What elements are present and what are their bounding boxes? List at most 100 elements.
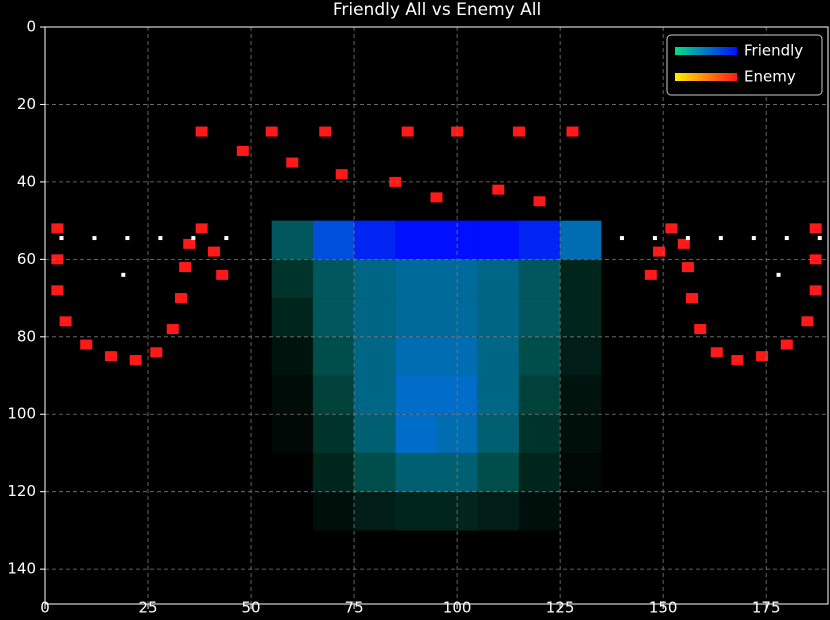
- heat-cell: [271, 375, 313, 415]
- x-tick-label: 175: [752, 599, 781, 617]
- heat-point: [710, 347, 723, 358]
- heat-cell: [271, 220, 313, 260]
- heat-cell: [477, 336, 519, 376]
- heat-point: [319, 126, 332, 137]
- heat-point: [51, 285, 64, 296]
- marker: [158, 236, 163, 241]
- heat-cell: [518, 491, 561, 531]
- heat-point: [756, 351, 769, 362]
- marker: [59, 236, 64, 241]
- heat-point: [166, 324, 179, 335]
- heat-cell: [354, 452, 396, 492]
- heat-point: [286, 157, 299, 168]
- legend-label: Friendly: [744, 42, 803, 60]
- heat-cell: [560, 453, 601, 492]
- heat-cell: [560, 414, 602, 453]
- chart-title: Friendly All vs Enemy All: [333, 0, 541, 20]
- heat-cell: [271, 298, 313, 337]
- x-tick-label: 75: [345, 599, 364, 617]
- heat-point: [59, 316, 72, 327]
- heat-cell: [395, 298, 437, 337]
- marker: [685, 236, 690, 241]
- heat-cell: [395, 375, 437, 415]
- marker: [619, 236, 624, 241]
- heat-point: [653, 246, 666, 257]
- heat-point: [150, 347, 163, 358]
- heat-cell: [518, 298, 561, 337]
- heat-point: [780, 339, 793, 350]
- heat-cell: [312, 375, 355, 415]
- y-tick-label: 100: [7, 405, 36, 423]
- heat-cell: [518, 452, 561, 492]
- x-tick-label: 100: [443, 599, 472, 617]
- marker: [652, 236, 657, 241]
- heat-point: [694, 324, 707, 335]
- heat-point: [677, 238, 690, 249]
- heat-point: [401, 126, 414, 137]
- heat-point: [731, 355, 744, 366]
- heat-point: [195, 126, 208, 137]
- heat-point: [104, 351, 117, 362]
- heat-cell: [354, 336, 396, 376]
- heat-point: [665, 223, 678, 234]
- heat-point: [809, 223, 822, 234]
- heat-cell: [477, 491, 519, 531]
- marker: [92, 236, 97, 241]
- heat-cell: [271, 336, 313, 376]
- heat-cell: [354, 375, 396, 415]
- heat-cell: [354, 414, 396, 453]
- heat-cell: [518, 259, 561, 299]
- heat-point: [335, 169, 348, 180]
- heat-point: [216, 269, 229, 280]
- heat-cell: [560, 336, 602, 376]
- heat-point: [512, 126, 525, 137]
- heat-cell: [477, 298, 519, 337]
- heat-point: [129, 355, 142, 366]
- y-tick-label: 20: [17, 95, 36, 113]
- marker: [121, 272, 126, 277]
- heat-cell: [560, 220, 602, 260]
- heat-cell: [560, 259, 602, 299]
- heat-point: [236, 145, 249, 156]
- heat-cell: [312, 452, 355, 492]
- legend-swatch: [675, 47, 737, 55]
- marker: [751, 236, 756, 241]
- plot-frame: [44, 26, 829, 605]
- heat-point: [451, 126, 464, 137]
- heat-cell: [354, 491, 396, 531]
- heat-cell: [477, 259, 519, 299]
- heat-cell: [518, 375, 561, 415]
- heat-cell: [312, 336, 355, 376]
- heat-point: [51, 254, 64, 265]
- heat-point: [207, 246, 220, 257]
- heat-cell: [395, 220, 437, 260]
- heat-cell: [518, 336, 561, 376]
- heat-cell: [560, 298, 602, 337]
- heat-cell: [518, 220, 561, 260]
- x-tick-label: 50: [242, 599, 261, 617]
- heat-point: [179, 262, 192, 273]
- heat-cell: [395, 259, 437, 299]
- marker: [191, 236, 196, 241]
- heat-cell: [477, 414, 519, 453]
- y-tick-label: 0: [26, 18, 36, 36]
- heat-point: [533, 196, 546, 207]
- heat-cell: [312, 414, 355, 453]
- y-tick-label: 120: [7, 482, 36, 500]
- heat-cell: [395, 491, 437, 531]
- heat-point: [80, 339, 93, 350]
- y-tick-label: 60: [17, 250, 36, 268]
- heat-point: [265, 126, 278, 137]
- heat-point: [195, 223, 208, 234]
- heat-cell: [477, 220, 519, 260]
- marker: [718, 236, 723, 241]
- y-tick-label: 80: [17, 327, 36, 345]
- marker: [817, 236, 822, 241]
- heat-cell: [560, 375, 602, 415]
- heat-cell: [354, 220, 396, 260]
- heat-cell: [272, 414, 313, 453]
- heat-cell: [271, 259, 313, 299]
- marker: [224, 236, 229, 241]
- legend-label: Enemy: [744, 68, 796, 86]
- x-tick-label: 0: [40, 599, 50, 617]
